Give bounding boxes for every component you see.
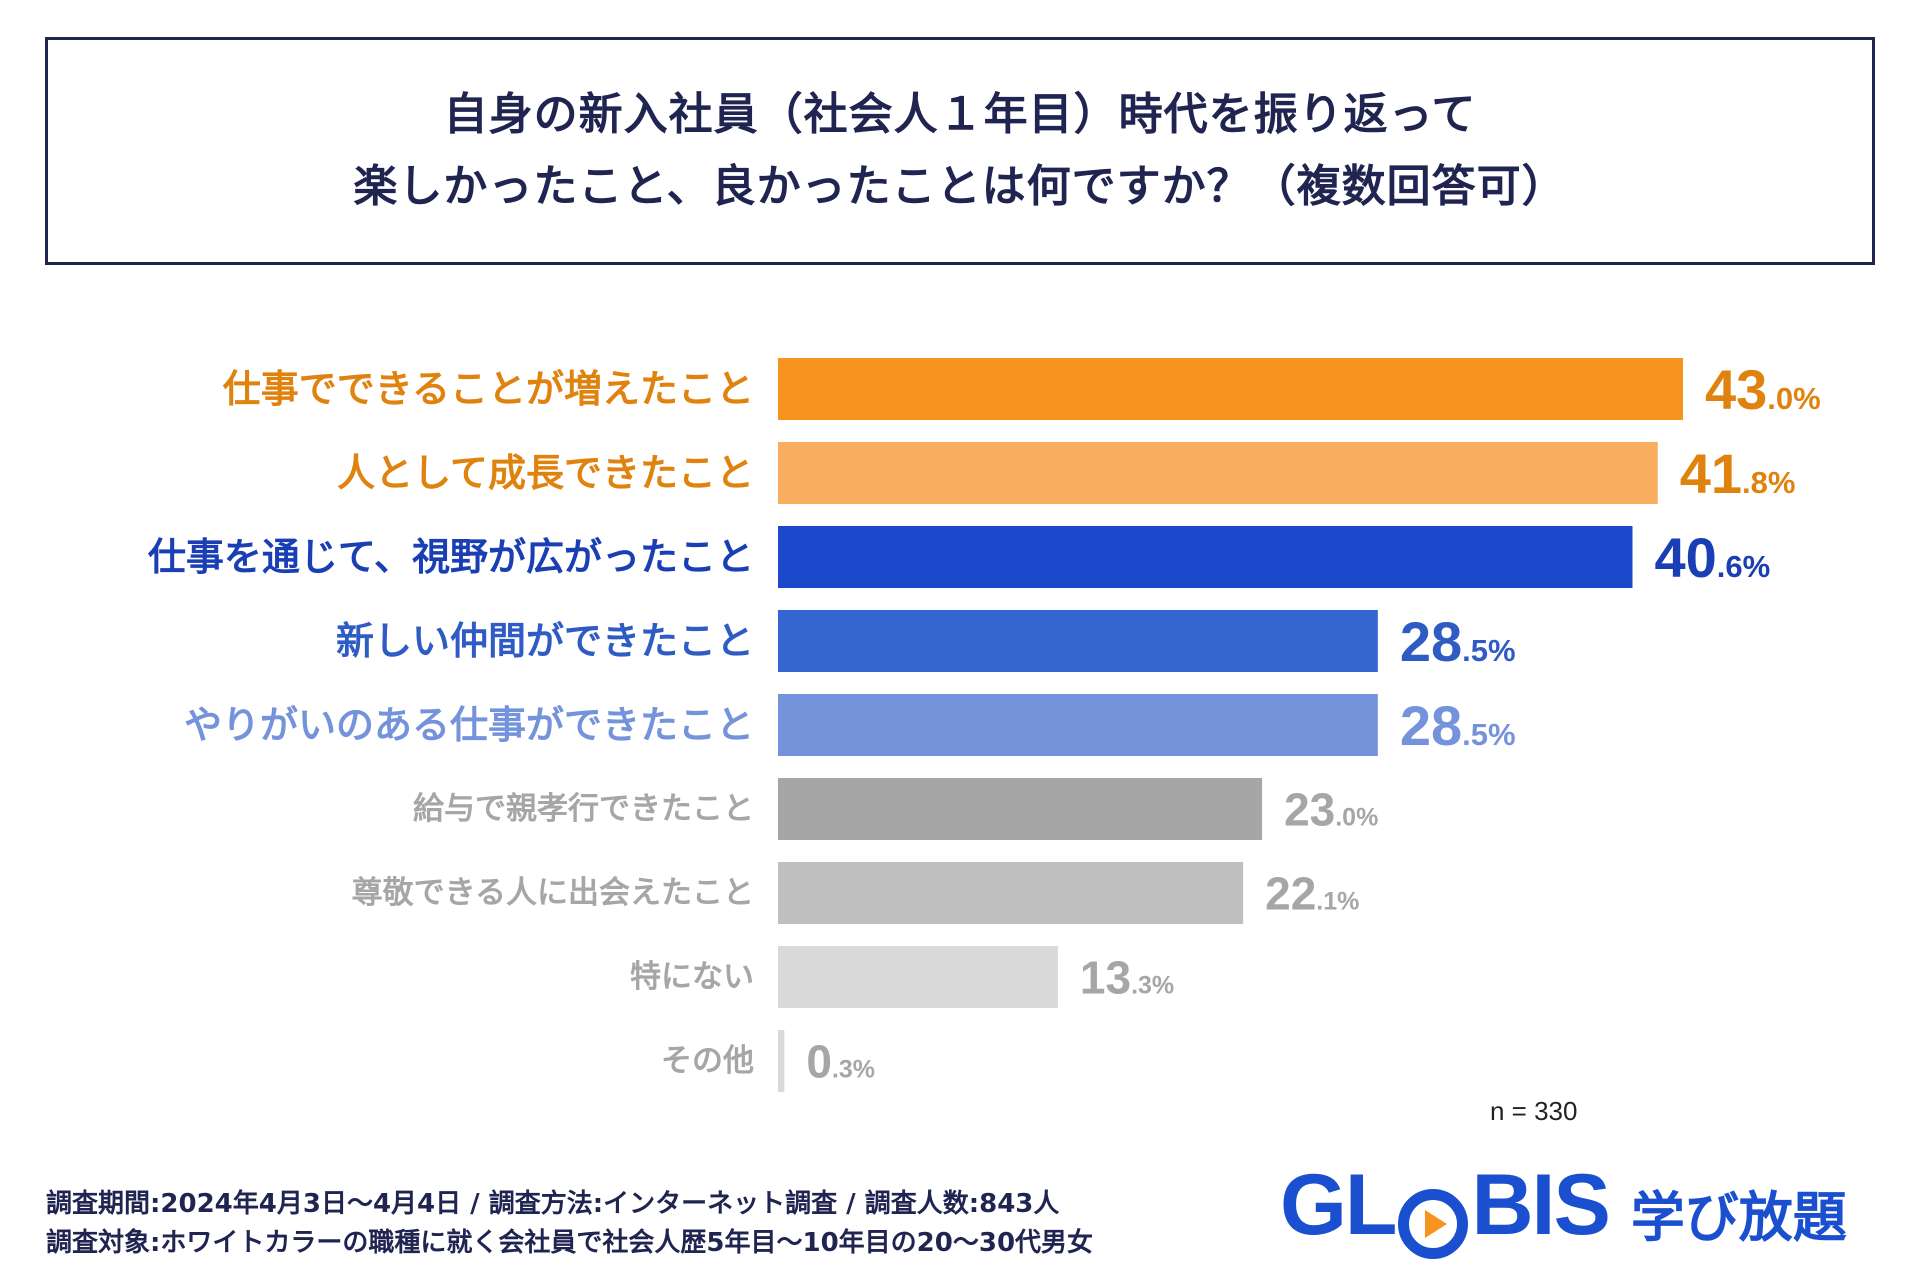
- category-label-9: その他: [661, 1043, 754, 1079]
- value-int-6: 23: [1284, 784, 1335, 836]
- value-label-9: 0.3%: [806, 1036, 875, 1088]
- value-label-4: 28.5%: [1400, 610, 1516, 673]
- value-dec-8: .3%: [1131, 972, 1174, 1000]
- bar-8: [778, 946, 1058, 1008]
- value-dec-1: .0%: [1767, 381, 1820, 416]
- logo-word-pre: GL: [1280, 1157, 1397, 1253]
- survey-period-note: 調査期間:2024年4月3日～4月4日 / 調査方法:インターネット調査 / 調…: [46, 1189, 1060, 1219]
- value-dec-4: .5%: [1462, 633, 1515, 668]
- value-dec-5: .5%: [1462, 717, 1515, 752]
- bar-7: [778, 862, 1244, 924]
- logo-subtitle: 学び放題: [1630, 1185, 1847, 1249]
- value-label-6: 23.0%: [1284, 784, 1378, 836]
- logo-wordmark: GL BIS: [1280, 1162, 1611, 1259]
- value-dec-6: .0%: [1335, 804, 1378, 832]
- category-label-4: 新しい仲間ができたこと: [336, 619, 754, 663]
- sample-size-label: n = 330: [1490, 1096, 1578, 1126]
- globis-logo: GL BIS 学び放題: [1280, 1162, 1847, 1259]
- bar-5: [778, 694, 1378, 756]
- value-label-7: 22.1%: [1265, 868, 1359, 920]
- bar-2: [778, 442, 1658, 504]
- category-label-2: 人として成長できたこと: [337, 451, 754, 495]
- value-int-7: 22: [1265, 868, 1316, 920]
- value-int-5: 28: [1400, 694, 1462, 757]
- value-label-8: 13.3%: [1080, 952, 1174, 1004]
- value-label-1: 43.0%: [1705, 358, 1821, 421]
- value-dec-7: .1%: [1316, 888, 1359, 916]
- category-label-8: 特にない: [630, 959, 754, 995]
- value-int-9: 0: [806, 1036, 832, 1088]
- value-int-4: 28: [1400, 610, 1462, 673]
- value-int-2: 41: [1680, 442, 1742, 505]
- bar-1: [778, 358, 1683, 420]
- category-label-1: 仕事でできることが増えたこと: [223, 367, 754, 411]
- category-label-6: 給与で親孝行できたこと: [413, 791, 754, 827]
- play-icon: [1425, 1210, 1448, 1238]
- value-int-1: 43: [1705, 358, 1767, 421]
- category-label-5: やりがいのある仕事ができたこと: [184, 703, 754, 747]
- bar-chart: 仕事でできることが増えたこと 43.0%人として成長できたこと 41.8%仕事を通じ…: [148, 358, 1821, 1092]
- chart-title-line-2: 楽しかったこと、良かったことは何ですか？（複数回答可）: [353, 161, 1567, 212]
- value-dec-9: .3%: [832, 1056, 875, 1084]
- value-int-3: 40: [1654, 526, 1716, 589]
- value-label-2: 41.8%: [1680, 442, 1796, 505]
- value-dec-2: .8%: [1742, 465, 1795, 500]
- category-label-7: 尊敬できる人に出会えたこと: [352, 875, 754, 911]
- category-label-3: 仕事を通じて、視野が広がったこと: [148, 535, 754, 579]
- bar-6: [778, 778, 1263, 840]
- bar-9: [778, 1030, 785, 1092]
- value-label-3: 40.6%: [1654, 526, 1770, 589]
- survey-target-note: 調査対象:ホワイトカラーの職種に就く会社員で社会人歴5年目～10年目の20～30…: [46, 1228, 1094, 1258]
- value-dec-3: .6%: [1717, 549, 1770, 584]
- logo-word-post: BIS: [1471, 1157, 1610, 1253]
- chart-title-line-1: 自身の新入社員（社会人１年目）時代を振り返って: [443, 89, 1477, 140]
- bar-4: [778, 610, 1378, 672]
- title-box: 自身の新入社員（社会人１年目）時代を振り返って 楽しかったこと、良かったことは何…: [45, 37, 1875, 265]
- bar-3: [778, 526, 1633, 588]
- value-label-5: 28.5%: [1400, 694, 1516, 757]
- value-int-8: 13: [1080, 952, 1131, 1004]
- logo-o-ring: [1398, 1189, 1469, 1259]
